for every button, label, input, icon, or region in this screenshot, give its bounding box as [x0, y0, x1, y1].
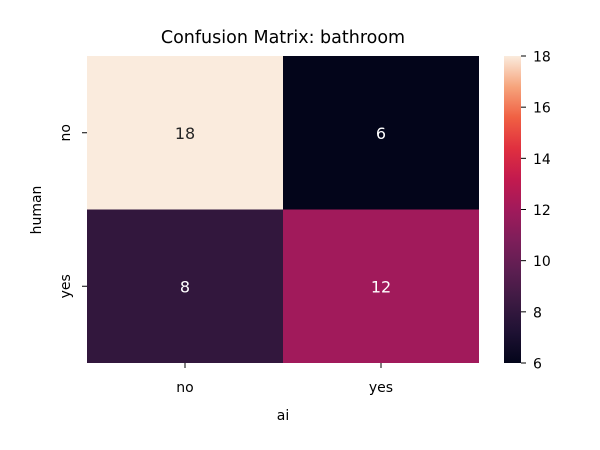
y-axis: no yes	[58, 124, 87, 298]
colorbar-tick-label: 14	[533, 152, 551, 168]
x-tick-label: no	[176, 380, 193, 396]
heatmap-cell	[283, 209, 479, 363]
colorbar	[504, 56, 521, 363]
cell-value-label: 18	[175, 124, 195, 143]
colorbar-tick-label: 8	[533, 305, 542, 321]
cell-value-label: 12	[371, 277, 391, 296]
y-axis-label: human	[29, 186, 45, 235]
x-axis: no yes	[176, 363, 393, 396]
heatmap-cell	[87, 56, 283, 210]
heatmap-cell	[283, 56, 479, 210]
cell-value-label: 6	[376, 124, 386, 143]
colorbar-ticks: 6 8 10 12 14 16 18	[521, 50, 551, 373]
colorbar-tick-label: 10	[533, 254, 551, 270]
cell-annotations: 18 6 8 12	[175, 124, 391, 297]
heatmap-cell	[87, 209, 283, 363]
heatmap-cells	[87, 56, 479, 363]
colorbar-tick-label: 18	[533, 50, 551, 66]
x-tick-label: yes	[369, 380, 393, 396]
colorbar-tick-label: 6	[533, 357, 542, 373]
y-tick-label: no	[58, 124, 74, 141]
chart-title: Confusion Matrix: bathroom	[161, 28, 405, 48]
cell-value-label: 8	[180, 277, 190, 296]
y-tick-label: yes	[58, 274, 74, 298]
x-axis-label: ai	[277, 408, 289, 424]
colorbar-tick-label: 12	[533, 203, 551, 219]
colorbar-tick-label: 16	[533, 101, 551, 117]
